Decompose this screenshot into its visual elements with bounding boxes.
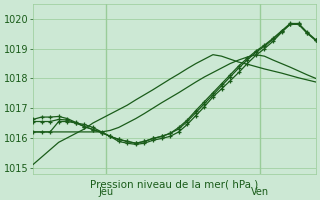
X-axis label: Pression niveau de la mer( hPa ): Pression niveau de la mer( hPa ): [90, 179, 259, 189]
Text: Ven: Ven: [251, 187, 269, 197]
Text: Jeu: Jeu: [98, 187, 113, 197]
